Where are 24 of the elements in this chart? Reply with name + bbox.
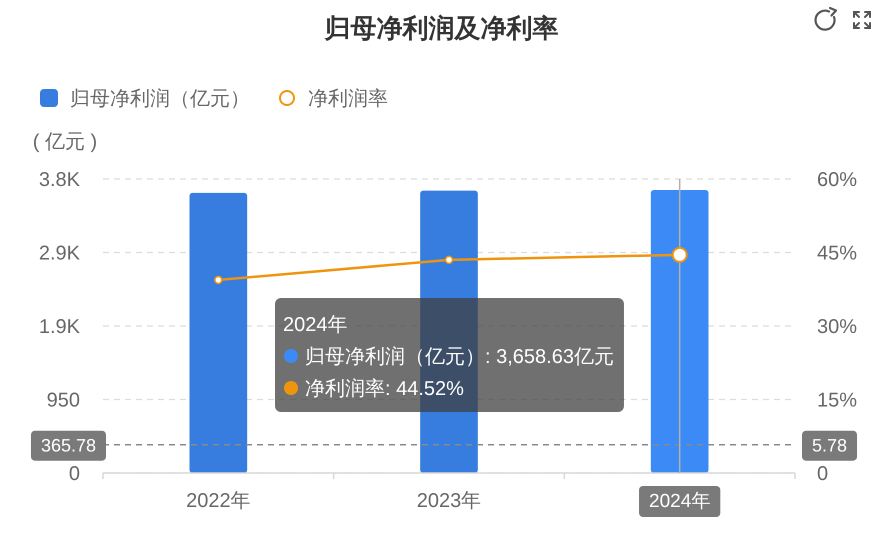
y-tick-label: 950 — [46, 390, 80, 412]
annotation: 归母净利润（亿元）: 3,658.63亿元 — [305, 346, 614, 368]
y2-tick-label: 45% — [817, 242, 858, 264]
point — [444, 256, 454, 264]
y2-tick-label: 60% — [817, 169, 858, 191]
x-tick-label: 2022年 — [186, 490, 251, 512]
y-tick-label: 2.9K — [38, 242, 81, 264]
x-tick-label: 2024年 — [649, 491, 710, 512]
annotation: 2024年 — [283, 314, 348, 336]
y-axis-title: ( 亿元 ) — [32, 131, 98, 153]
legend-label: 净利润率 — [308, 88, 388, 110]
y-tick-label: 3.8K — [38, 169, 81, 191]
annotation: 净利润率: 44.52% — [305, 378, 464, 400]
point — [214, 276, 223, 284]
y2-tick-label: 15% — [817, 390, 858, 412]
y-tick-label: 1.9K — [38, 316, 81, 338]
chart-title: 归母净利润及净利率 — [324, 13, 558, 43]
y-tick-label: 0 — [68, 463, 80, 485]
ref-line-label: 365.78 — [40, 436, 96, 456]
x-tick-label: 2023年 — [416, 490, 482, 512]
y2-tick-label: 30% — [817, 316, 858, 338]
text: 5.78 — [812, 436, 848, 456]
legend-label: 归母净利润（亿元） — [70, 88, 250, 110]
y2-tick-label: 0 — [817, 463, 828, 485]
